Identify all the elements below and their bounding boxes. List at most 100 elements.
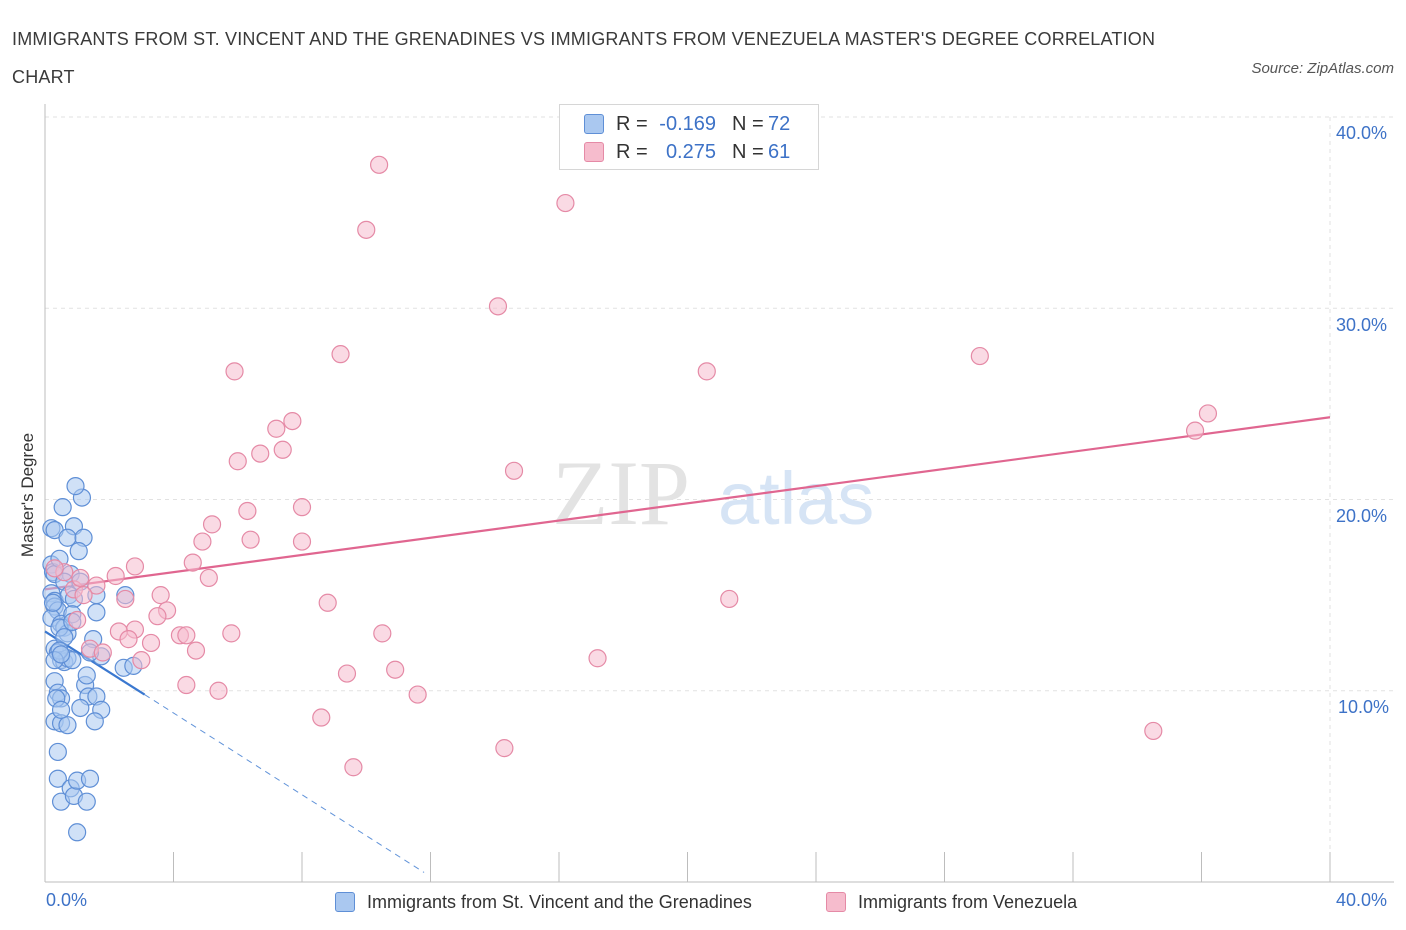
watermark-atlas: atlas	[718, 457, 874, 540]
data-point-blue	[43, 593, 63, 612]
data-point-pink	[504, 461, 524, 480]
data-point-pink	[241, 530, 260, 549]
data-point-pink	[177, 675, 196, 695]
x-tick-label-right: 40.0%	[1336, 890, 1388, 910]
data-point-pink	[177, 626, 196, 645]
data-point-pink	[106, 566, 125, 586]
legend-r-value-pink: 0.275	[665, 140, 716, 163]
data-point-pink	[183, 553, 202, 572]
legend-r-label: R =	[616, 140, 648, 163]
data-point-blue	[48, 769, 67, 788]
data-point-pink	[588, 649, 607, 668]
correlation-legend: R = -0.169 N = 72 R = 0.275 N = 61	[559, 104, 819, 170]
data-point-pink	[45, 559, 64, 578]
data-point-pink	[222, 624, 241, 643]
series-label-pink: Immigrants from Venezuela	[858, 891, 1078, 912]
data-point-pink	[225, 362, 244, 381]
y-tick-label-40: 40.0%	[1336, 123, 1388, 143]
trend-line-extension-blue	[144, 694, 425, 873]
data-point-blue	[68, 823, 87, 842]
data-point-pink	[1185, 421, 1205, 440]
y-tick-label-10: 10.0%	[1338, 697, 1390, 717]
source-note: Source: ZipAtlas.com	[1251, 60, 1394, 77]
data-point-pink	[148, 607, 167, 626]
legend-n-value-blue: 72	[768, 112, 791, 135]
legend-n-value-pink: 61	[768, 140, 791, 163]
series-swatch-blue	[335, 892, 355, 912]
data-point-pink	[267, 419, 286, 438]
data-point-blue	[85, 712, 104, 731]
y-tick-label-20: 20.0%	[1336, 506, 1388, 526]
data-point-pink	[970, 346, 989, 366]
data-point-pink	[251, 444, 270, 463]
data-point-pink	[151, 586, 170, 605]
data-point-pink	[116, 589, 135, 609]
data-point-pink	[344, 758, 363, 777]
data-point-blue	[66, 477, 85, 496]
series-blue	[42, 477, 143, 842]
data-point-blue	[51, 700, 71, 719]
legend-swatch-blue	[584, 114, 604, 134]
x-tick-label-left: 0.0%	[46, 890, 88, 910]
y-tick-label-30: 30.0%	[1336, 315, 1388, 335]
trend-line-pink	[44, 416, 1331, 591]
data-point-pink	[408, 685, 427, 704]
series-legend-pink: Immigrants from Venezuela	[826, 888, 1077, 916]
data-point-pink	[186, 641, 206, 660]
data-point-pink	[292, 532, 312, 551]
chart-title: IMMIGRANTS FROM ST. VINCENT AND THE GREN…	[12, 29, 1156, 87]
data-point-pink	[331, 345, 350, 364]
series-legend-blue: Immigrants from St. Vincent and the Gren…	[335, 888, 752, 916]
data-point-pink	[68, 610, 87, 630]
data-point-blue	[53, 498, 72, 517]
data-point-blue	[77, 792, 96, 811]
data-point-blue	[87, 603, 106, 622]
data-point-pink	[228, 452, 247, 471]
legend-n-label: N =	[732, 140, 764, 163]
data-point-pink	[1198, 404, 1218, 423]
watermark-zip: ZIP	[552, 442, 690, 544]
data-point-pink	[141, 633, 161, 653]
data-point-pink	[720, 589, 739, 609]
data-point-pink	[337, 664, 357, 683]
data-point-pink	[199, 568, 218, 588]
data-point-pink	[132, 651, 151, 670]
data-point-blue	[58, 528, 77, 547]
data-point-pink	[273, 440, 292, 459]
series-swatch-pink	[826, 892, 846, 912]
legend-row-blue: R = -0.169 N = 72	[584, 110, 790, 138]
data-point-pink	[238, 501, 257, 521]
data-point-pink	[202, 515, 222, 534]
legend-r-value-blue: -0.169	[659, 112, 716, 135]
data-point-pink	[193, 532, 212, 551]
data-point-pink	[87, 576, 106, 595]
data-point-pink	[71, 568, 90, 588]
data-point-pink	[1144, 721, 1163, 741]
series-label-blue: Immigrants from St. Vincent and the Gren…	[367, 891, 752, 912]
legend-n-label: N =	[732, 112, 764, 135]
data-point-pink	[312, 708, 331, 727]
data-point-blue	[77, 666, 96, 685]
data-point-pink	[209, 681, 228, 700]
series-pink	[45, 155, 1218, 777]
data-point-pink	[488, 297, 508, 316]
data-point-pink	[318, 593, 337, 612]
data-point-blue	[58, 716, 77, 735]
data-point-pink	[283, 411, 302, 431]
data-point-blue	[69, 542, 88, 561]
data-point-pink	[119, 630, 138, 649]
legend-swatch-pink	[584, 142, 604, 162]
data-point-blue	[51, 645, 71, 664]
data-point-pink	[556, 193, 575, 213]
data-point-pink	[386, 660, 405, 679]
data-points	[42, 155, 1218, 842]
data-point-pink	[93, 643, 112, 662]
legend-row-pink: R = 0.275 N = 61	[584, 138, 790, 166]
data-point-pink	[125, 557, 145, 576]
axes	[44, 104, 1394, 883]
watermark: ZIP atlas	[552, 442, 874, 544]
data-point-blue	[71, 698, 90, 718]
data-point-pink	[74, 586, 93, 605]
y-axis-label: Master's Degree	[18, 432, 37, 558]
